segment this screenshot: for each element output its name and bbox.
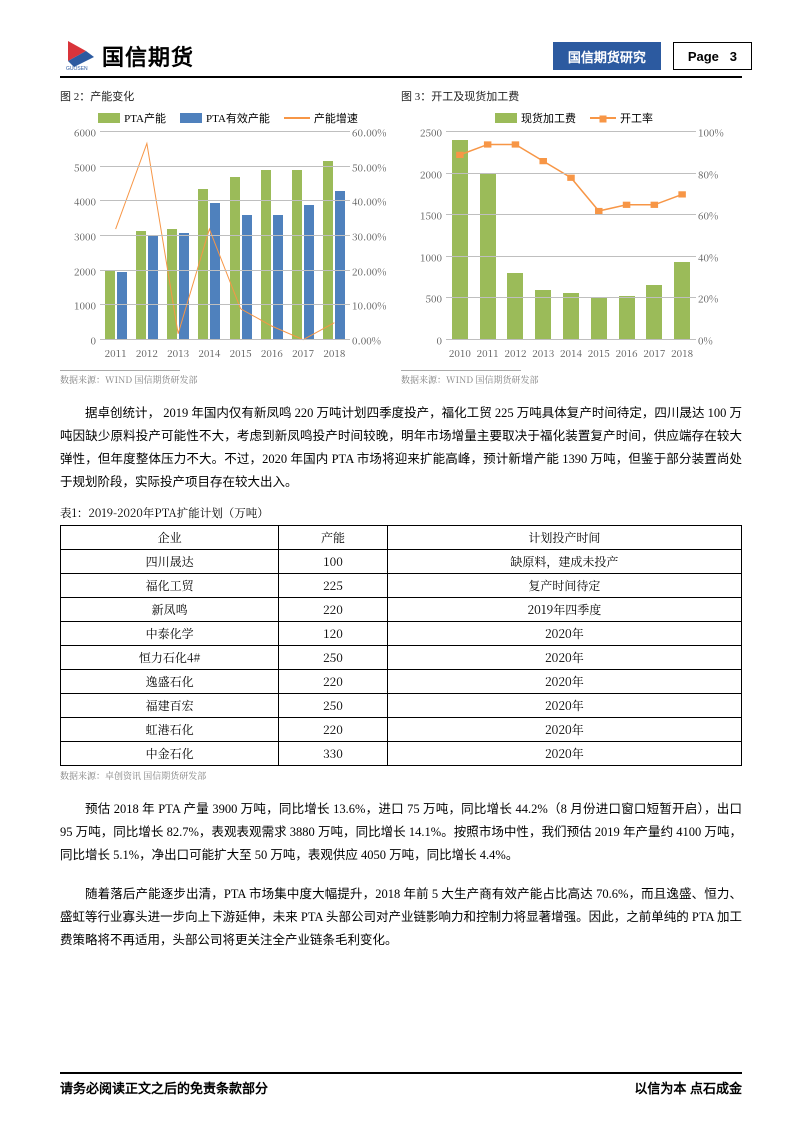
header-rule [60, 76, 742, 78]
chart-capacity: PTA产能PTA有效产能产能增速 20112012201320142015201… [60, 106, 396, 366]
table-row: 逸盛石化2202020年 [61, 669, 742, 693]
capacity-table: 企业产能计划投产时间 四川晟达100缺原料，建成未投产福化工贸225复产时间待定… [60, 525, 742, 766]
para-estimate: 预估 2018 年 PTA 产量 3900 万吨，同比增长 13.6%，进口 7… [60, 798, 742, 867]
table-row: 中金石化3302020年 [61, 741, 742, 765]
table-row: 新凤鸣2202019年四季度 [61, 597, 742, 621]
company-name: 国信期货 [102, 40, 194, 72]
table-row: 四川晟达100缺原料，建成未投产 [61, 549, 742, 573]
footer-slogan: 以信为本 点石成金 [634, 1078, 742, 1097]
table1-caption: 表1：2019-2020年PTA扩能计划（万吨） [60, 505, 742, 521]
header-research-box: 国信期货研究 [553, 42, 661, 70]
table-header: 计划投产时间 [387, 525, 741, 549]
table-header: 产能 [279, 525, 387, 549]
figure3-caption: 图 3：开工及现货加工费 [401, 88, 742, 104]
table1-source: 数据来源：卓创资讯 国信期货研发部 [60, 769, 742, 782]
footer-rule [60, 1072, 742, 1074]
table-row: 福化工贸225复产时间待定 [61, 573, 742, 597]
table-header: 企业 [61, 525, 279, 549]
para-intro: 据卓创统计， 2019 年国内仅有新凤鸣 220 万吨计划四季度投产，福化工贸 … [60, 402, 742, 495]
figure3-source: 数据来源：WIND 国信期货研发部 [401, 373, 742, 386]
table-row: 虹港石化2202020年 [61, 717, 742, 741]
chart-utilization: 现货加工费开工率 2010201120122013201420152016201… [406, 106, 742, 366]
figure2-source: 数据来源：WIND 国信期货研发部 [60, 373, 401, 386]
footer-disclaimer: 请务必阅读正文之后的免责条款部分 [60, 1078, 268, 1097]
logo: GUOSEN 国信期货 [60, 40, 194, 72]
logo-icon: GUOSEN [60, 41, 96, 71]
figure2-caption: 图 2：产能变化 [60, 88, 401, 104]
header-page-box: Page 3 [673, 42, 752, 70]
table-row: 恒力石化4#2502020年 [61, 645, 742, 669]
svg-text:GUOSEN: GUOSEN [66, 66, 88, 71]
para-concentration: 随着落后产能逐步出清，PTA 市场集中度大幅提升，2018 年前 5 大生产商有… [60, 883, 742, 952]
table-row: 福建百宏2502020年 [61, 693, 742, 717]
table-row: 中泰化学1202020年 [61, 621, 742, 645]
page-number: 3 [730, 49, 737, 64]
page-label: Page [688, 49, 719, 64]
